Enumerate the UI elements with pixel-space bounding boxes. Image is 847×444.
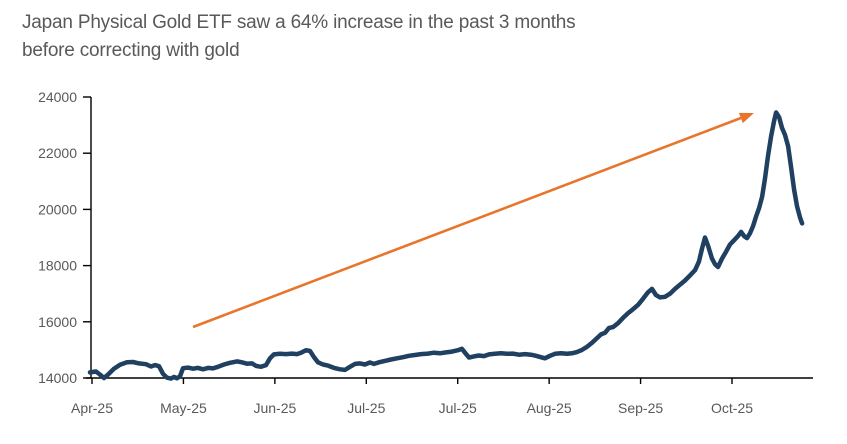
chart-title-line1: Japan Physical Gold ETF saw a 64% increa… [22, 12, 576, 33]
chart-title: Japan Physical Gold ETF saw a 64% increa… [22, 9, 722, 65]
x-tick-label: May-25 [160, 400, 207, 416]
x-tick-label: Oct-25 [711, 400, 753, 416]
series-line [87, 110, 805, 381]
x-tick-label: Jul-25 [347, 400, 385, 416]
x-tick-label: Jun-25 [253, 400, 296, 416]
x-tick-label: Sep-25 [618, 400, 663, 416]
y-tick-label: 14000 [38, 370, 77, 386]
y-tick-label: 16000 [38, 314, 77, 330]
trend-arrow-head [738, 112, 754, 124]
y-tick-label: 20000 [38, 201, 77, 217]
x-tick-label: Jul-25 [439, 400, 477, 416]
y-tick-label: 24000 [38, 89, 77, 105]
chart-title-line2: before correcting with gold [22, 40, 240, 61]
y-tick-label: 22000 [38, 145, 77, 161]
x-tick-label: Aug-25 [527, 400, 572, 416]
y-tick-label: 18000 [38, 258, 77, 274]
trend-arrow-shaft [192, 116, 742, 329]
x-tick-label: Apr-25 [71, 400, 113, 416]
